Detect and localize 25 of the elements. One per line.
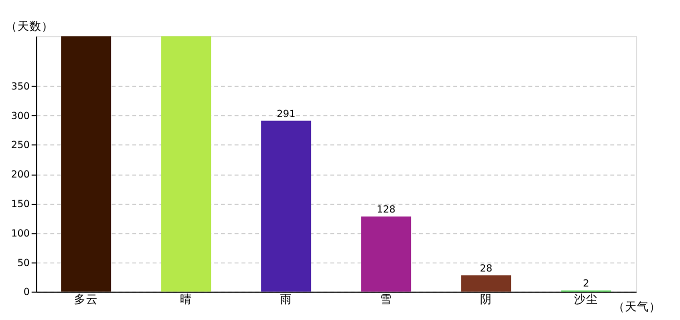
x-tick-label: 多云	[74, 292, 98, 306]
data-label: 28	[480, 263, 492, 274]
data-label: 128	[376, 204, 396, 216]
x-tick-label: 雪	[380, 292, 392, 306]
x-tick-label: 沙尘	[574, 292, 598, 306]
y-tick-label: 150	[11, 198, 30, 210]
y-tick-label: 200	[11, 170, 30, 181]
x-tick-label: 雨	[280, 292, 292, 306]
bar	[161, 36, 212, 292]
data-label: 291	[276, 108, 296, 120]
y-tick-label: 100	[11, 228, 30, 240]
x-tick-label: 阴	[480, 292, 492, 306]
x-tick-label: 晴	[180, 292, 192, 306]
y-tick-label: 50	[17, 258, 30, 269]
bar	[461, 275, 512, 292]
bar	[261, 120, 312, 292]
bar	[61, 36, 112, 292]
y-tick-label: 0	[24, 287, 30, 298]
bar	[361, 216, 412, 292]
y-axis-title: （天数）	[5, 18, 54, 33]
y-tick-label: 350	[11, 81, 30, 92]
data-label: 2	[582, 278, 590, 290]
y-tick-label: 300	[11, 110, 30, 122]
y-tick-label: 250	[11, 140, 30, 152]
x-axis-title: （天气）	[612, 300, 661, 314]
